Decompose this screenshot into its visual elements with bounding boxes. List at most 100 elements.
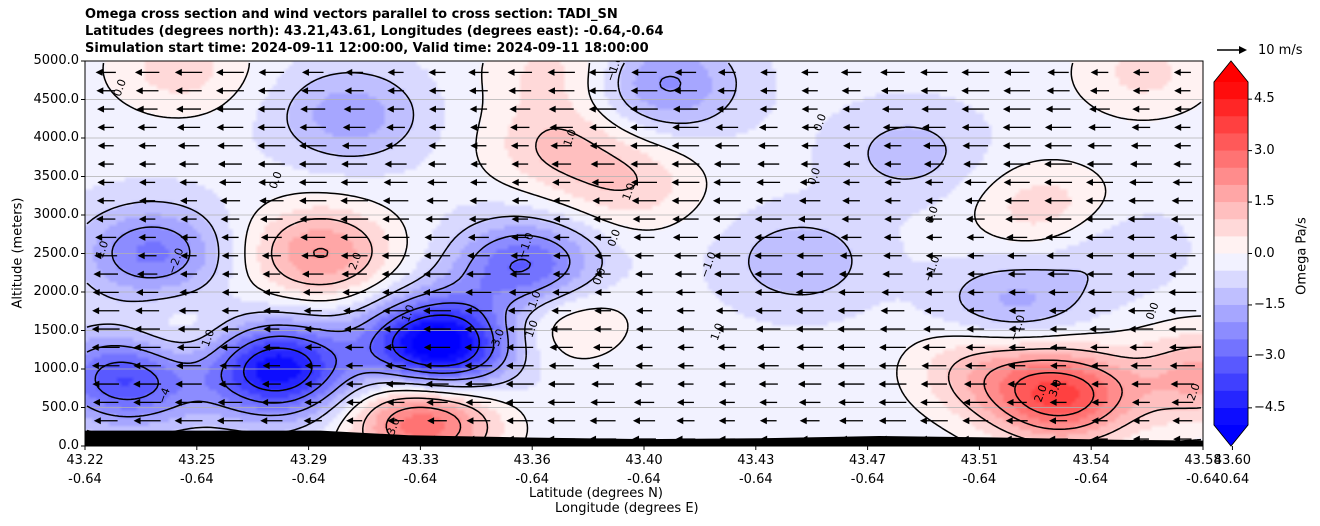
wind-arrow-head <box>469 105 477 113</box>
wind-arrow-head <box>878 362 886 370</box>
wind-arrow-head <box>505 380 513 388</box>
wind-arrow-head <box>799 178 807 186</box>
wind-arrow-head <box>508 87 516 95</box>
wind-arrow-head <box>842 105 850 113</box>
wind-arrow-head <box>714 270 722 278</box>
wind-arrow-head <box>1173 160 1181 168</box>
wind-arrow-head <box>1132 87 1140 95</box>
wind-arrow-head <box>1174 123 1182 131</box>
colorbar-band <box>1214 150 1248 168</box>
wind-arrow-head <box>257 142 265 150</box>
colorbar-band <box>1214 202 1248 220</box>
wind-arrow-head <box>1169 233 1177 241</box>
wind-arrow-head <box>882 270 890 278</box>
wind-arrow-head <box>510 123 518 131</box>
wind-arrow-head <box>464 380 472 388</box>
wind-arrow-head <box>1085 197 1093 205</box>
quiver-key-label: 10 m/s <box>1258 43 1303 58</box>
wind-arrow-head <box>301 87 309 95</box>
wind-arrow-head <box>94 252 102 260</box>
wind-arrow-head <box>217 398 225 406</box>
x-tick-label: 43.33 -0.64 <box>401 453 439 487</box>
wind-arrow-head <box>799 417 807 425</box>
wind-arrow-head <box>754 288 762 296</box>
wind-arrow-head <box>1170 380 1178 388</box>
wind-arrow-head <box>299 197 307 205</box>
wind-arrow-head <box>1044 178 1052 186</box>
wind-arrow-head <box>800 160 808 168</box>
wind-arrow-head <box>1044 142 1052 150</box>
colorbar <box>1213 60 1252 447</box>
wind-arrow-head <box>754 233 762 241</box>
wind-arrow-head <box>427 417 435 425</box>
wind-arrow-head <box>673 87 681 95</box>
wind-arrow-head <box>837 380 845 388</box>
wind-arrow-head <box>677 362 685 370</box>
wind-arrow-head <box>221 252 229 260</box>
wind-arrow-head <box>1044 123 1052 131</box>
y-tick-label: 4500.0 <box>33 91 80 107</box>
wind-arrow-head <box>756 343 764 351</box>
wind-arrow-head <box>1090 362 1098 370</box>
wind-arrow-head <box>883 252 891 260</box>
wind-arrow-head <box>1091 380 1099 388</box>
wind-arrow-head <box>138 215 146 223</box>
wind-arrow-head <box>674 68 682 76</box>
wind-arrow-head <box>755 197 763 205</box>
wind-arrow-head <box>138 233 146 241</box>
wind-arrow-head <box>465 398 473 406</box>
wind-arrow-head <box>220 343 228 351</box>
wind-arrow-head <box>1048 307 1056 315</box>
y-tick-label: 2000.0 <box>33 284 80 299</box>
colorbar-band <box>1214 304 1248 323</box>
wind-arrow-head <box>423 252 431 260</box>
wind-arrow-head <box>548 105 556 113</box>
y-tick-label: 3000.0 <box>33 207 80 222</box>
wind-arrow-head <box>341 142 349 150</box>
wind-arrow-head <box>1044 197 1052 205</box>
wind-arrow-head <box>1008 362 1016 370</box>
wind-arrow-head <box>588 87 596 95</box>
wind-arrow-head <box>138 160 146 168</box>
wind-arrow-head <box>634 380 642 388</box>
wind-arrow-head <box>884 215 892 223</box>
wind-arrow-head <box>469 197 477 205</box>
contour-label: 1.0 <box>620 181 638 202</box>
wind-arrow-head <box>881 105 889 113</box>
wind-arrow-head <box>923 160 931 168</box>
wind-arrow-head <box>511 197 519 205</box>
wind-arrow-head <box>216 123 224 131</box>
wind-arrow-head <box>468 215 476 223</box>
wind-arrow-head <box>755 325 763 333</box>
y-tick-label: 3500.0 <box>33 168 80 184</box>
wind-arrow-head <box>261 380 269 388</box>
wind-arrow-head <box>841 215 849 223</box>
wind-arrow-head <box>216 105 224 113</box>
wind-arrow-head <box>302 288 310 296</box>
wind-arrow-head <box>345 68 353 76</box>
wind-arrow-head <box>760 87 768 95</box>
wind-arrow-head <box>717 68 725 76</box>
wind-arrow-head <box>262 270 270 278</box>
wind-arrow-head <box>635 343 643 351</box>
wind-arrow-head <box>1170 215 1178 223</box>
wind-arrow-head <box>96 197 104 205</box>
wind-arrow-head <box>381 252 389 260</box>
wind-arrow-head <box>1171 398 1179 406</box>
wind-arrow-head <box>1085 178 1093 186</box>
wind-arrow-head <box>133 417 141 425</box>
wind-arrow-head <box>758 380 766 388</box>
wind-arrow-head <box>1130 142 1138 150</box>
wind-arrow-head <box>1006 252 1014 260</box>
wind-arrow-head <box>671 197 679 205</box>
wind-arrow-head <box>632 417 640 425</box>
quiver-key <box>1217 46 1247 54</box>
wind-arrow-head <box>174 417 182 425</box>
chart-title-line-2: Latitudes (degrees north): 43.21,43.61, … <box>85 24 664 39</box>
wind-arrow-head <box>925 252 933 260</box>
wind-arrow-head <box>922 123 930 131</box>
wind-arrow-head <box>470 160 478 168</box>
wind-arrow-head <box>591 178 599 186</box>
wind-arrow-head <box>795 288 803 296</box>
wind-arrow-head <box>1049 380 1057 388</box>
